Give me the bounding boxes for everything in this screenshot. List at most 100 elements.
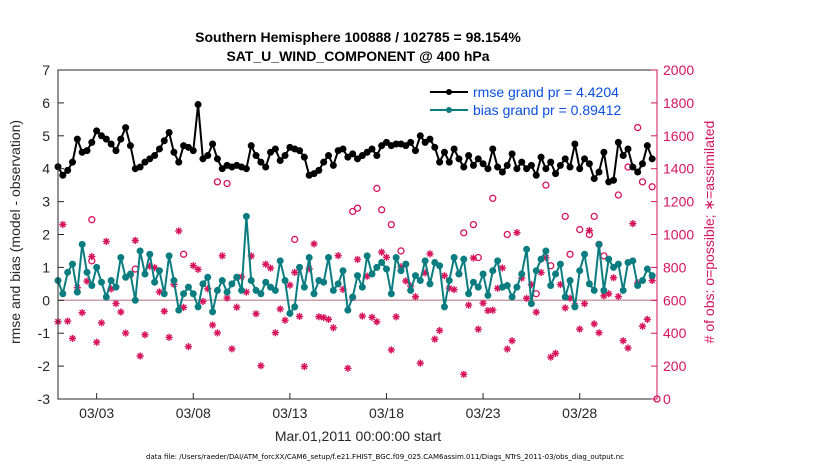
obs-assimilated-point xyxy=(102,237,110,246)
obs-assimilated-stroke xyxy=(373,318,380,325)
rmse-point xyxy=(527,161,535,169)
bias-point xyxy=(233,273,241,281)
obs-assimilated-stroke xyxy=(649,277,656,284)
obs-assimilated-stroke xyxy=(610,274,617,281)
rmse-point xyxy=(556,161,564,169)
obs-assimilated-point xyxy=(97,319,106,327)
x-tick-label: 03/28 xyxy=(562,405,597,421)
obs-assimilated-stroke xyxy=(185,343,192,350)
bias-point xyxy=(561,293,569,301)
obs-assimilated-point xyxy=(334,252,342,260)
obs-assimilated-point xyxy=(547,353,555,361)
bias-point xyxy=(247,277,255,285)
obs-assimilated-point xyxy=(131,236,139,245)
rmse-point xyxy=(320,158,328,166)
obs-assimilated-stroke xyxy=(93,339,100,346)
obs-assimilated-point xyxy=(450,286,458,294)
bias-point xyxy=(387,290,395,298)
obs-assimilated-stroke xyxy=(344,365,351,372)
bias-point xyxy=(141,270,149,278)
bias-point xyxy=(648,272,656,280)
bias-point xyxy=(329,286,337,294)
bias-point xyxy=(112,283,120,291)
rmse-point xyxy=(484,165,492,173)
bias-point xyxy=(455,270,463,278)
rmse-point xyxy=(614,138,622,146)
obs-assimilated-stroke xyxy=(431,336,438,343)
bias-point xyxy=(117,254,125,262)
bias-point xyxy=(165,252,173,260)
obs-assimilated-point xyxy=(141,331,149,339)
obs-possible-point xyxy=(648,183,656,191)
obs-possible-point xyxy=(638,178,647,186)
rmse-point xyxy=(368,145,376,153)
obs-assimilated-stroke xyxy=(354,256,361,263)
obs-possible-point xyxy=(634,123,642,132)
obs-assimilated-point xyxy=(281,316,289,324)
obs-possible-point xyxy=(469,220,478,229)
obs-assimilated-stroke xyxy=(190,262,197,269)
bias-point xyxy=(479,270,487,278)
obs-assimilated-stroke xyxy=(402,278,409,285)
obs-assimilated-stroke xyxy=(315,313,322,320)
rmse-point xyxy=(329,161,337,169)
rmse-point xyxy=(518,158,526,166)
bias-point xyxy=(576,267,584,275)
rmse-point xyxy=(619,152,627,160)
obs-assimilated-point xyxy=(619,337,627,345)
obs-assimilated-stroke xyxy=(253,310,260,317)
bias-point xyxy=(431,258,439,266)
obs-assimilated-stroke xyxy=(243,289,250,296)
obs-assimilated-point xyxy=(614,292,622,301)
rmse-point xyxy=(542,165,550,173)
x-tick-label: 03/13 xyxy=(272,405,307,421)
obs-assimilated-stroke xyxy=(335,252,342,259)
obs-assimilated-stroke xyxy=(257,362,264,369)
y-axis-label-left: rmse and bias (model - observation) xyxy=(7,120,23,344)
rmse-point xyxy=(407,138,415,146)
y-tick-label: 6 xyxy=(42,95,50,111)
obs-assimilated-point xyxy=(595,329,603,337)
bias-point xyxy=(382,265,390,273)
y-tick-label: -3 xyxy=(38,391,51,407)
bias-point xyxy=(421,257,429,265)
obs-assimilated-point xyxy=(276,305,284,313)
obs-assimilated-point xyxy=(392,313,400,321)
rmse-point xyxy=(373,152,381,160)
obs-assimilated-point xyxy=(122,329,130,337)
rmse-point xyxy=(88,138,96,146)
bias-point xyxy=(494,257,502,265)
bias-point xyxy=(397,267,405,275)
rmse-point xyxy=(416,132,424,140)
chart-title: Southern Hemisphere 100888 / 102785 = 98… xyxy=(195,29,521,45)
obs-assimilated-stroke xyxy=(393,313,400,320)
bias-point xyxy=(223,288,231,296)
rmse-point xyxy=(624,145,632,153)
bias-point xyxy=(484,291,492,299)
rmse-point xyxy=(431,143,439,151)
obs-assimilated-stroke xyxy=(195,266,202,273)
obs-assimilated-point xyxy=(508,337,516,345)
obs-assimilated-stroke xyxy=(277,305,284,313)
obs-assimilated-stroke xyxy=(267,265,274,272)
obs-assimilated-stroke xyxy=(79,309,86,316)
obs-assimilated-stroke xyxy=(137,352,144,360)
obs-assimilated-point xyxy=(436,326,444,335)
obs-possible-point xyxy=(576,225,584,234)
obs-assimilated-point xyxy=(474,325,482,333)
obs-possible-point xyxy=(291,235,299,244)
legend-rmse-label: rmse grand pr = 4.4204 xyxy=(473,84,619,100)
bias-point xyxy=(354,272,361,280)
legend-bias-point xyxy=(446,107,452,113)
bias-point xyxy=(155,267,163,275)
obs-assimilated-point xyxy=(368,313,376,321)
rmse-point xyxy=(610,176,618,184)
bias-point xyxy=(170,277,178,285)
obs-assimilated-point xyxy=(68,334,77,343)
rmse-point xyxy=(465,152,473,160)
bias-point xyxy=(590,286,598,294)
bias-point xyxy=(184,283,192,291)
rmse-point xyxy=(170,148,178,156)
obs-assimilated-point xyxy=(609,274,618,282)
obs-assimilated-point xyxy=(629,220,637,228)
